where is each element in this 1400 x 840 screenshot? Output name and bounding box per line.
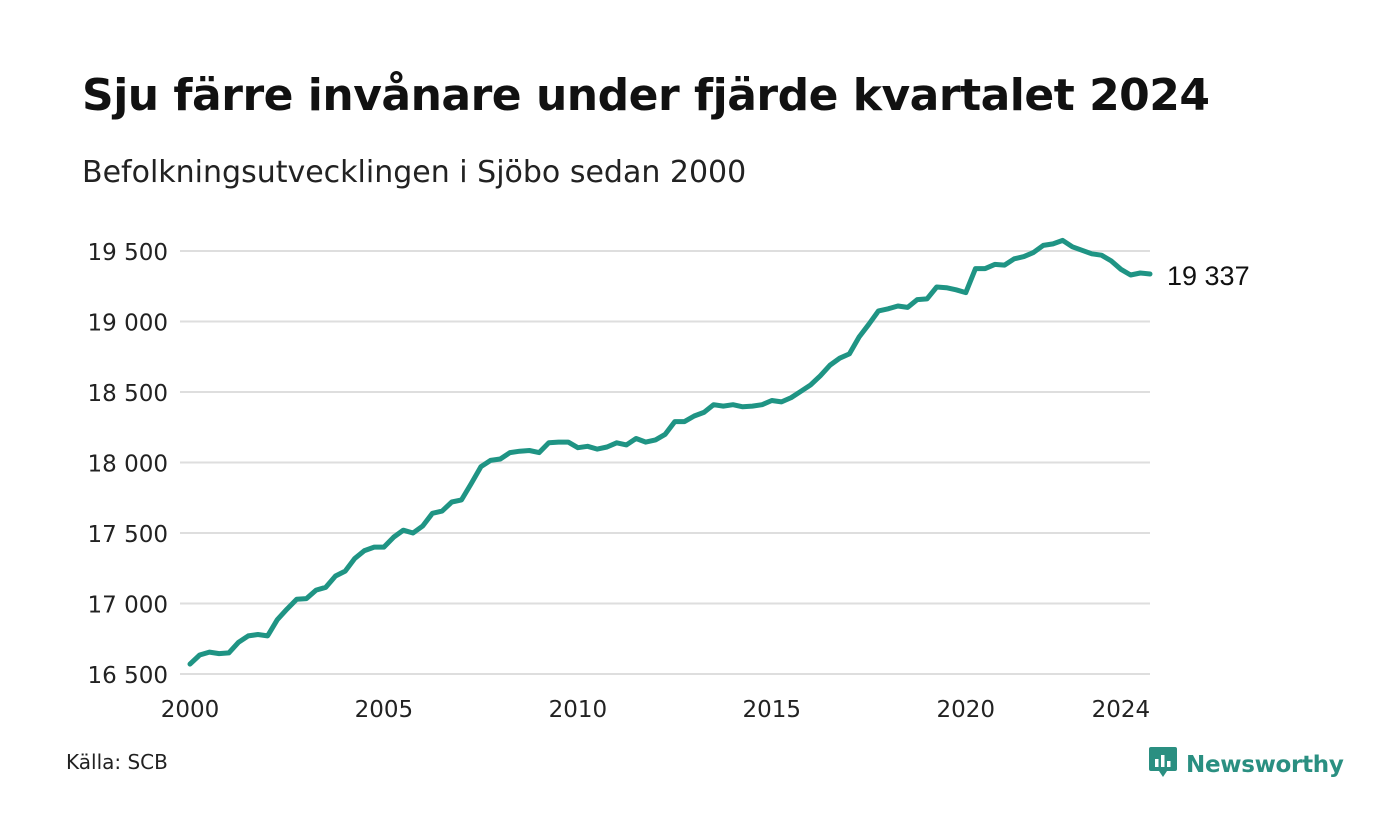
y-axis-tick-labels: 16 500 17 000 17 500 18 000 18 500 19 000 19 5… bbox=[88, 240, 168, 689]
y-tick-label: 18 000 bbox=[88, 452, 168, 478]
y-tick-label: 16 500 bbox=[88, 663, 168, 689]
x-tick-label: 2000 bbox=[161, 697, 220, 723]
x-axis-tick-labels: 2000 2005 2010 2015 2020 2024 bbox=[161, 697, 1150, 723]
population-series-line bbox=[187, 237, 1153, 667]
y-tick-label: 19 500 bbox=[88, 240, 168, 266]
x-tick-label: 2015 bbox=[743, 697, 802, 723]
x-tick-label: 2020 bbox=[936, 697, 995, 723]
gridlines bbox=[180, 250, 1150, 675]
y-tick-label: 17 500 bbox=[88, 522, 168, 548]
y-tick-label: 18 500 bbox=[88, 381, 168, 407]
series-layer bbox=[187, 237, 1153, 667]
x-tick-label: 2010 bbox=[549, 697, 608, 723]
chart-title: Sju färre invånare under fjärde kvartale… bbox=[82, 70, 1210, 121]
y-tick-label: 17 000 bbox=[88, 593, 168, 619]
brand-logo: Newsworthy bbox=[1148, 745, 1344, 784]
x-tick-label: 2005 bbox=[355, 697, 414, 723]
end-value-label: 19 337 bbox=[1167, 261, 1250, 291]
chart-subtitle: Befolkningsutvecklingen i Sjöbo sedan 20… bbox=[82, 155, 747, 190]
x-tick-label: 2024 bbox=[1092, 697, 1151, 723]
y-tick-label: 19 000 bbox=[88, 311, 168, 337]
brand-name: Newsworthy bbox=[1186, 751, 1344, 778]
source-note: Källa: SCB bbox=[66, 750, 168, 774]
newsworthy-logo-icon bbox=[1148, 745, 1178, 784]
